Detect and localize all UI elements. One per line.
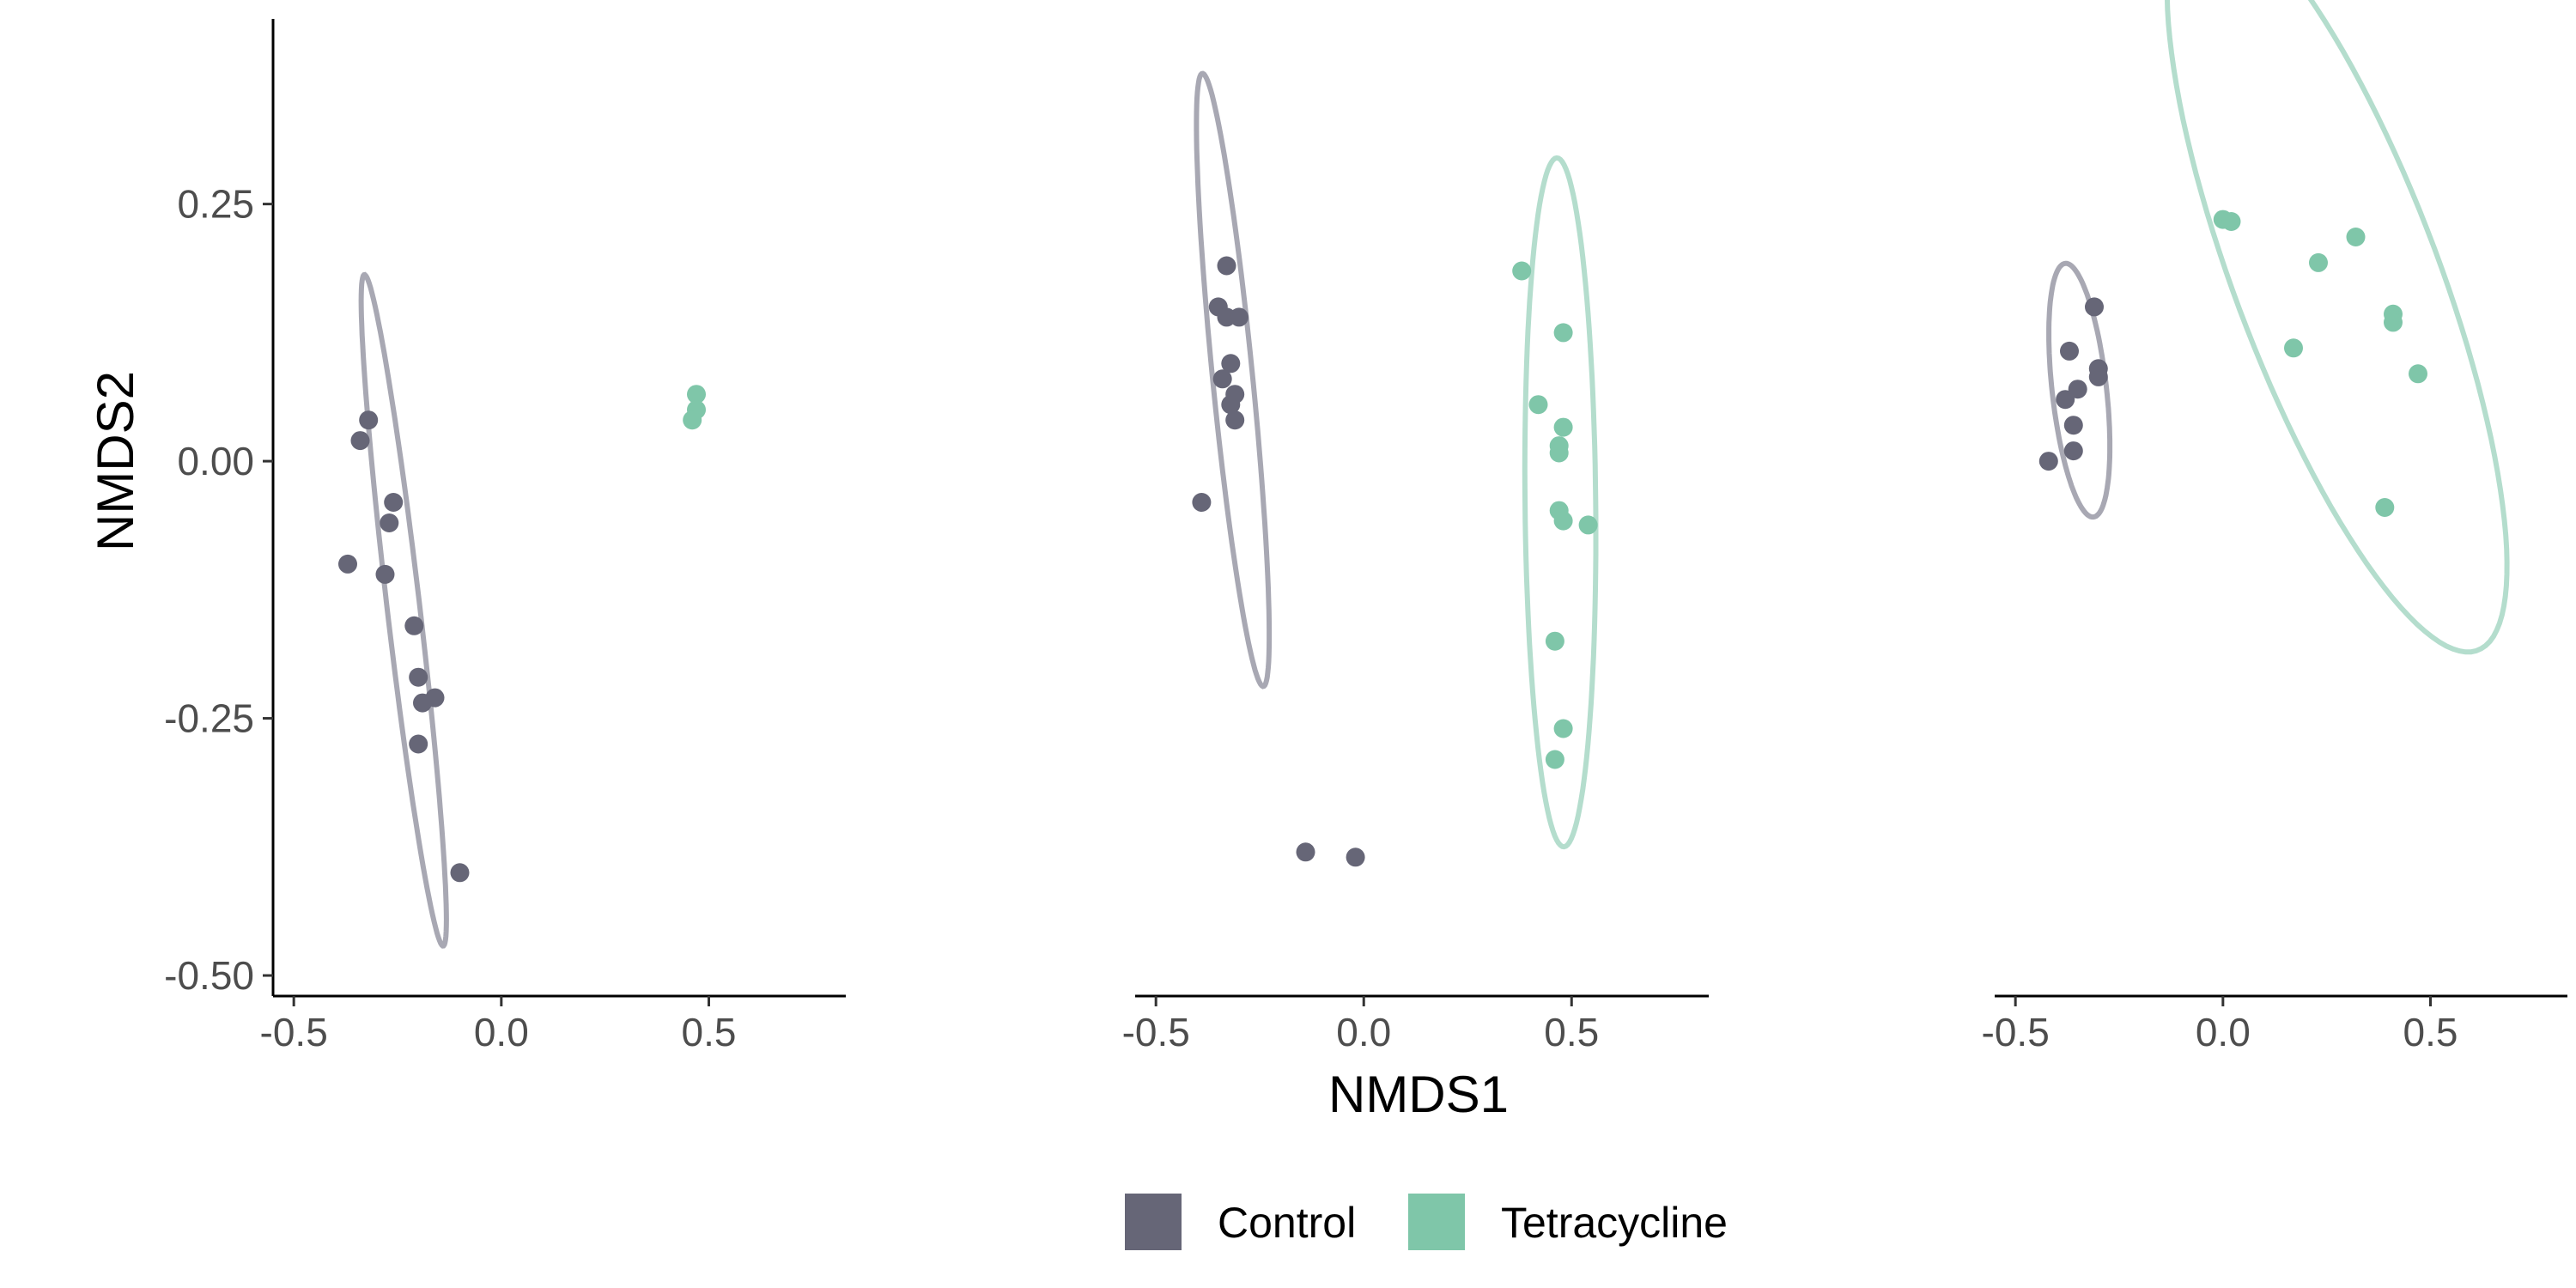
point-tetracycline [1545, 631, 1564, 651]
point-tetracycline [2309, 252, 2328, 272]
legend-label: Control [1218, 1199, 1356, 1247]
x-tick-label: 0.5 [1544, 1010, 1599, 1054]
point-control [2068, 380, 2087, 399]
x-tick-label: 0.0 [1336, 1010, 1391, 1054]
point-control [2056, 390, 2075, 410]
ellipse-tetracycline [2165, 0, 2510, 655]
point-control [1221, 354, 1241, 374]
ellipse-control [1194, 70, 1273, 690]
point-tetracycline [2346, 228, 2366, 246]
y-tick-label: -0.50 [164, 953, 254, 998]
point-tetracycline [1549, 443, 1569, 463]
panel-1: -0.5 0.0 0.5 -0.50 -0.25 0.00 0.25 [164, 19, 846, 1054]
panels: -0.5 0.0 0.5-0.50-0.250.000.25-0.5 0.0 0.5 -0… [164, 0, 2567, 1054]
point-control [2085, 297, 2104, 317]
y-axis-title: NMDS2 [87, 371, 144, 551]
point-control [413, 693, 432, 713]
point-tetracycline [2384, 313, 2403, 332]
point-control [404, 616, 424, 635]
legend-item-tetracycline: Tetracycline [1408, 1194, 1728, 1250]
x-tick-label: 0.0 [2196, 1010, 2251, 1054]
point-tetracycline [1553, 719, 1573, 738]
legend-swatch [1408, 1194, 1465, 1250]
point-control [1192, 493, 1212, 512]
point-control [350, 431, 370, 451]
point-control [1221, 395, 1241, 415]
point-tetracycline [1512, 261, 1532, 281]
point-tetracycline [2375, 498, 2395, 517]
point-control [384, 493, 404, 512]
legend-swatch [1125, 1194, 1182, 1250]
x-tick-label: 0.5 [682, 1010, 737, 1054]
point-control [359, 410, 379, 430]
point-control [409, 667, 428, 687]
point-control [1296, 842, 1315, 862]
x-tick-label: 0.5 [2403, 1010, 2458, 1054]
point-tetracycline [1553, 511, 1573, 531]
legend: Control Tetracycline [1125, 1194, 1728, 1250]
point-control [2063, 416, 2083, 435]
ellipse-tetracycline [1522, 155, 1599, 850]
legend-item-control: Control [1125, 1194, 1356, 1250]
ellipse-control [2046, 260, 2113, 520]
y-tick-label: -0.25 [164, 696, 254, 741]
point-tetracycline [1578, 515, 1598, 535]
ellipse-control [358, 271, 449, 949]
point-control [1230, 307, 1249, 327]
point-control [409, 734, 428, 754]
point-control [1217, 256, 1236, 276]
y-tick-label: 0.25 [177, 182, 254, 227]
point-tetracycline [1553, 323, 1573, 343]
x-axis-title: NMDS1 [1328, 1066, 1509, 1123]
y-tick-label: 0.00 [177, 439, 254, 483]
legend-label: Tetracycline [1501, 1199, 1728, 1247]
point-tetracycline [2221, 212, 2241, 231]
point-tetracycline [2284, 338, 2303, 358]
point-control [375, 564, 395, 584]
point-control [450, 863, 470, 883]
point-control [1346, 848, 1365, 867]
point-control [2038, 452, 2058, 471]
point-tetracycline [1528, 395, 1548, 415]
x-tick-label: 0.0 [474, 1010, 529, 1054]
point-tetracycline [687, 385, 706, 404]
panel-3: -0.5 0.0 0.5 [1982, 0, 2567, 1054]
panel-2: -0.5 0.0 0.5 [1122, 70, 1709, 1054]
point-control [2060, 341, 2079, 361]
point-control [2063, 441, 2083, 461]
point-control [1225, 410, 1245, 430]
point-tetracycline [1545, 750, 1564, 769]
x-tick-label: -0.5 [1122, 1010, 1190, 1054]
point-control [380, 513, 399, 532]
point-tetracycline [683, 410, 702, 430]
point-tetracycline [2409, 364, 2427, 384]
point-tetracycline [1553, 417, 1573, 437]
x-tick-label: -0.5 [260, 1010, 328, 1054]
x-tick-label: -0.5 [1982, 1010, 2050, 1054]
point-control [338, 554, 357, 574]
point-control [1212, 369, 1232, 389]
point-control [2088, 367, 2108, 386]
